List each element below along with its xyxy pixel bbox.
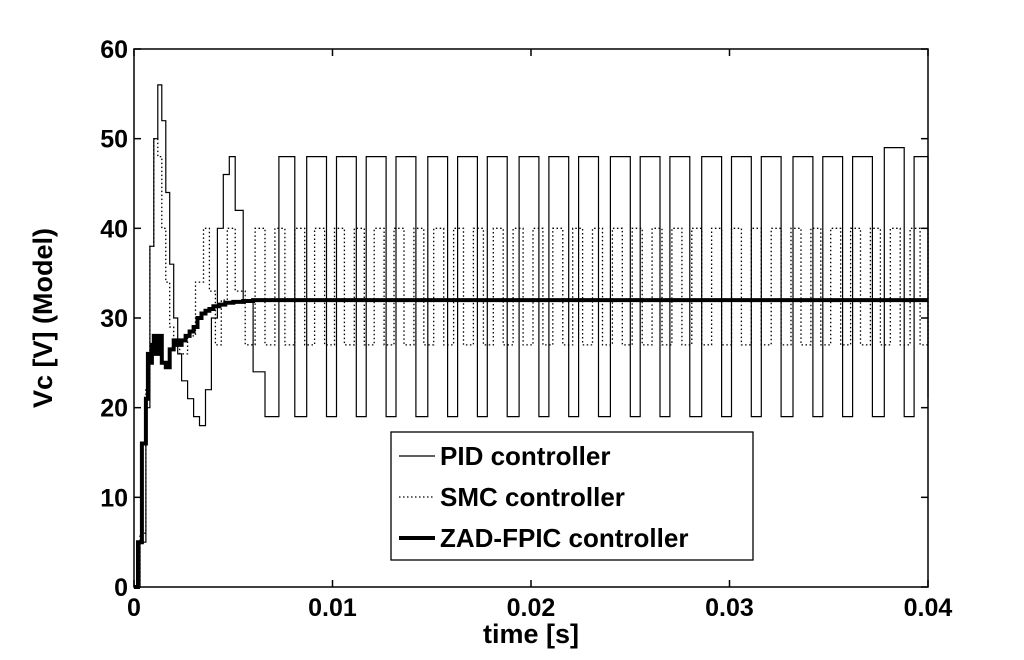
series-layer [134, 84, 929, 589]
tick-layer: 0 0.01 0.02 0.03 0.04 0 10 20 30 40 50 60 [100, 36, 952, 622]
x-axis-label: time [s] [483, 619, 579, 649]
x-tick-label: 0.03 [705, 594, 754, 622]
legend-label-1: PID controller [440, 441, 610, 471]
x-tick-label: 0.04 [904, 594, 953, 622]
y-tick-label: 20 [100, 395, 128, 423]
y-tick-label: 30 [100, 305, 128, 333]
legend-label-3: ZAD-FPIC controller [440, 523, 688, 553]
y-tick-label: 50 [100, 126, 128, 154]
x-tick-label: 0.02 [507, 594, 556, 622]
series-line-2 [134, 138, 929, 588]
y-tick-label: 60 [100, 36, 128, 64]
series-line-1 [134, 84, 929, 588]
y-tick-label: 40 [100, 215, 128, 243]
y-tick-label: 0 [114, 574, 128, 602]
series-line-3 [134, 298, 928, 589]
legend-box [390, 431, 754, 561]
y-axis-label: Vc [V] (Model) [28, 228, 58, 408]
legend-label-2: SMC controller [440, 482, 625, 512]
legend: PID controller SMC controller ZAD-FPIC con… [390, 431, 754, 561]
y-tick-label: 10 [100, 484, 128, 512]
x-tick-label: 0.01 [308, 594, 357, 622]
x-tick-label: 0 [127, 594, 141, 622]
